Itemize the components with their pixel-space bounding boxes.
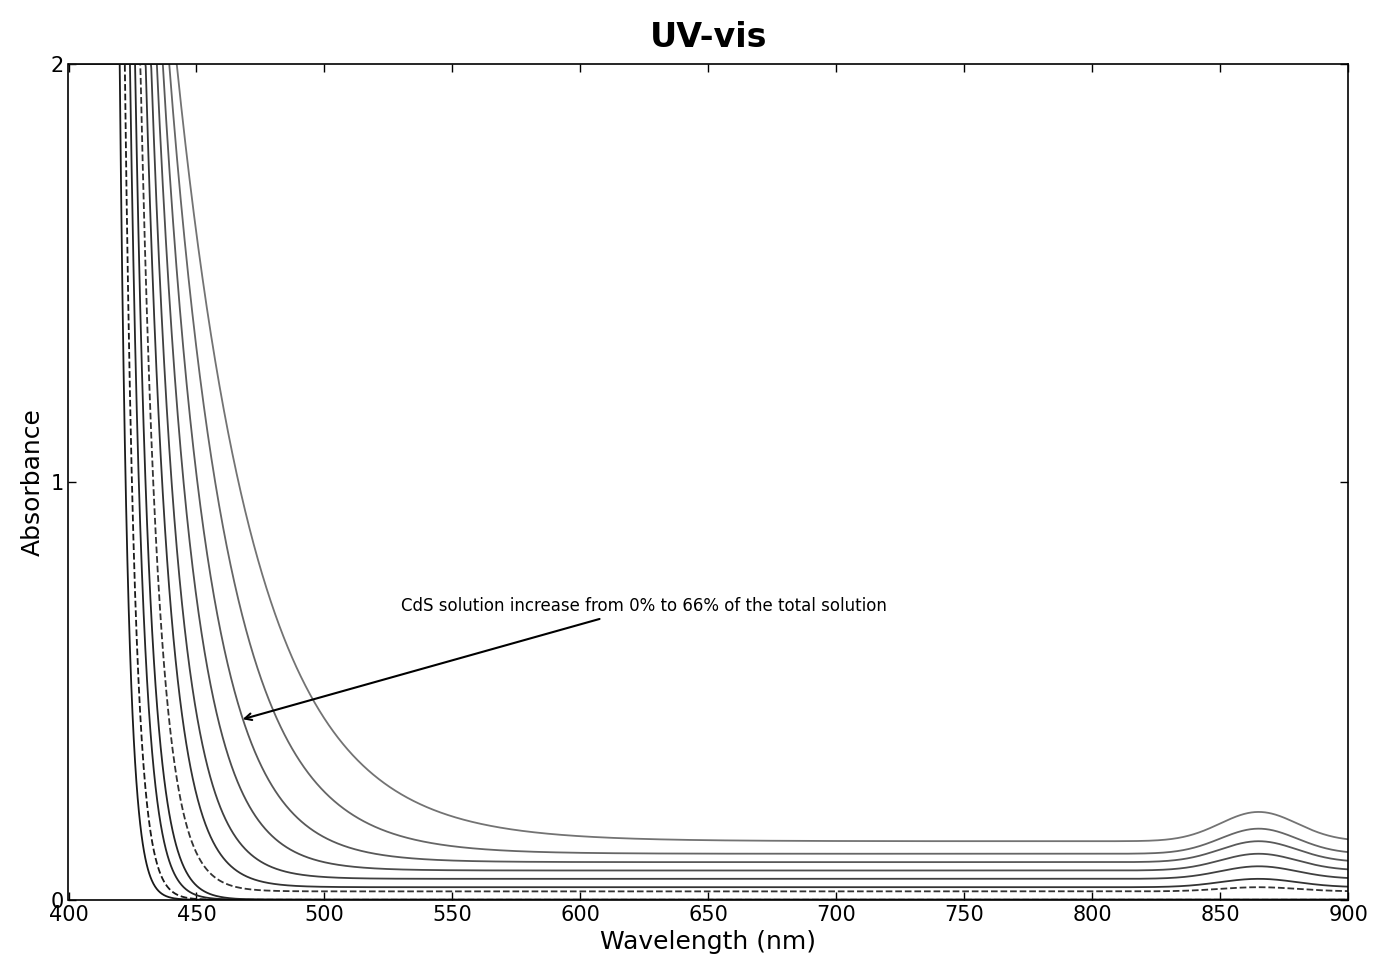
Title: UV-vis: UV-vis xyxy=(650,20,767,54)
Text: CdS solution increase from 0% to 66% of the total solution: CdS solution increase from 0% to 66% of … xyxy=(244,598,888,720)
X-axis label: Wavelength (nm): Wavelength (nm) xyxy=(600,930,817,955)
Y-axis label: Absorbance: Absorbance xyxy=(21,408,44,556)
